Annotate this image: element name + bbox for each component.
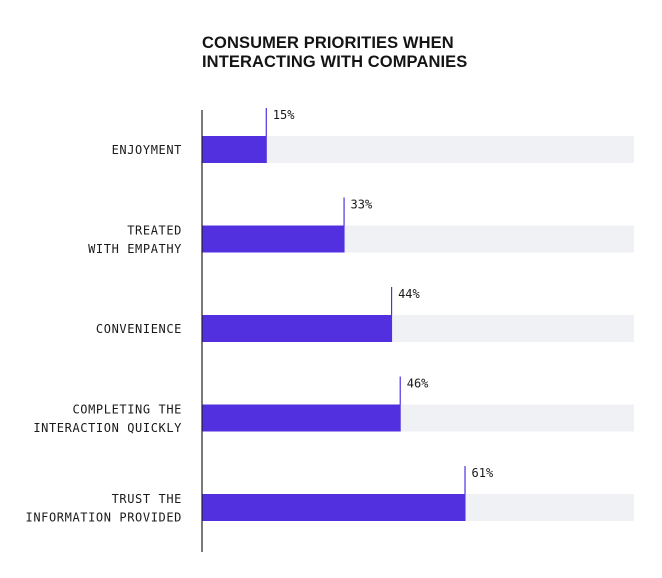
- chart-title: CONSUMER PRIORITIES WHEN INTERACTING WIT…: [202, 34, 602, 72]
- chart-title-line-1: CONSUMER PRIORITIES WHEN: [202, 34, 454, 52]
- category-label: ENJOYMENT: [112, 143, 182, 157]
- category-label: WITH EMPATHY: [88, 242, 182, 256]
- bar: [202, 136, 267, 163]
- category-label: TREATED: [127, 223, 182, 237]
- bar-value-label: 61%: [472, 466, 494, 480]
- bar-value-label: 33%: [351, 198, 373, 212]
- chart-title-line-2: INTERACTING WITH COMPANIES: [202, 53, 468, 71]
- bar-track: [202, 136, 634, 163]
- category-label: INTERACTION QUICKLY: [33, 421, 182, 435]
- category-label: TRUST THE: [112, 492, 182, 506]
- bar: [202, 225, 345, 253]
- bar: [202, 404, 401, 432]
- bar-value-label: 44%: [398, 287, 420, 301]
- category-label: CONVENIENCE: [96, 322, 182, 336]
- category-label: INFORMATION PROVIDED: [26, 510, 183, 524]
- bar: [202, 494, 466, 521]
- bar-value-label: 15%: [273, 108, 295, 122]
- bar: [202, 315, 393, 342]
- category-label: COMPLETING THE: [72, 402, 182, 416]
- bar-value-label: 46%: [407, 377, 429, 391]
